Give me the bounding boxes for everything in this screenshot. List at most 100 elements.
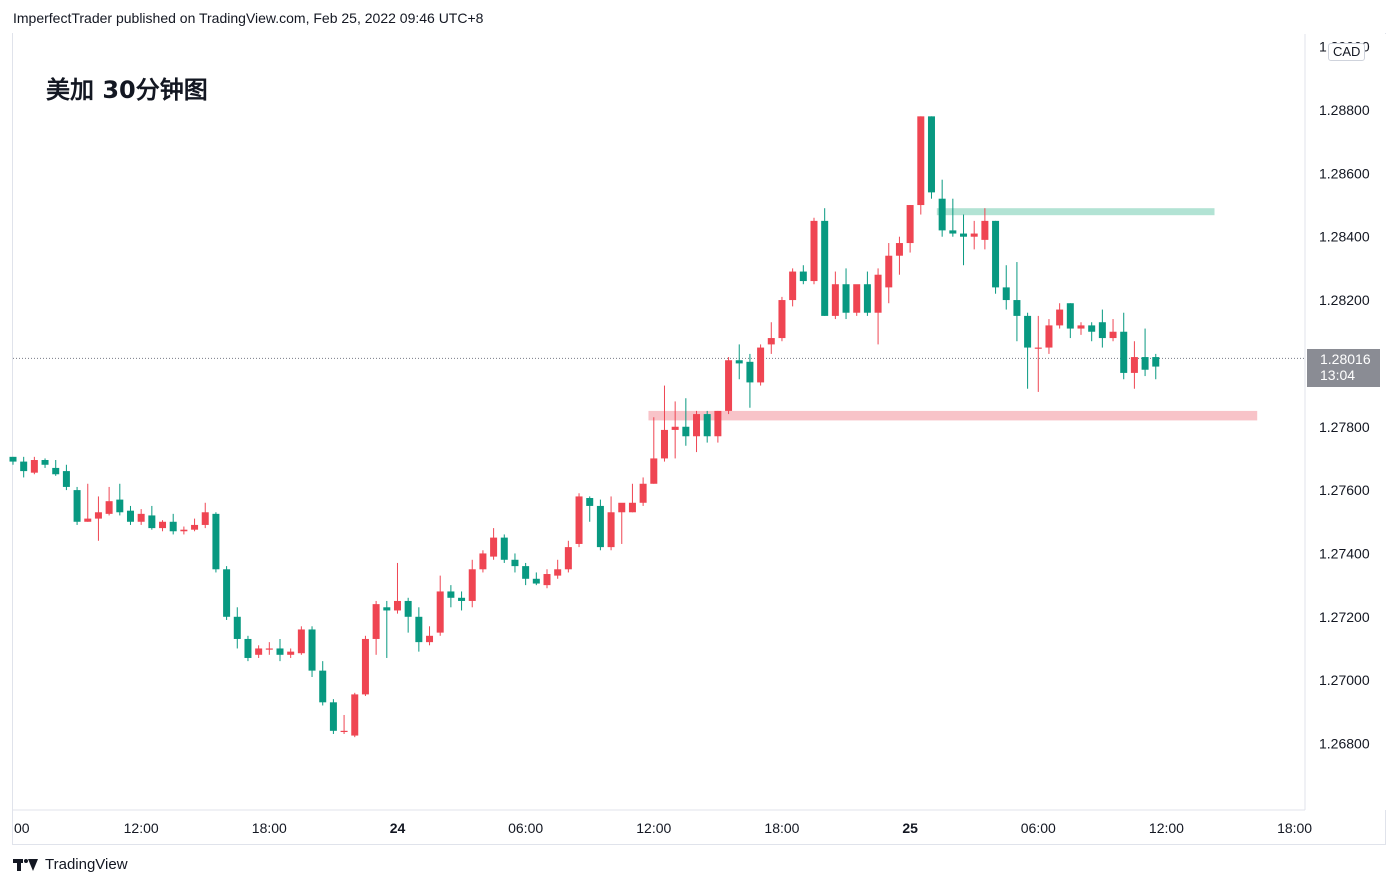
- candle[interactable]: [105, 486, 113, 516]
- candle[interactable]: [853, 284, 861, 316]
- candle[interactable]: [94, 496, 102, 541]
- candle[interactable]: [757, 344, 765, 386]
- candle[interactable]: [447, 585, 455, 608]
- plot-area[interactable]: [13, 34, 1305, 810]
- candle[interactable]: [191, 518, 199, 532]
- candle[interactable]: [960, 214, 968, 266]
- candle[interactable]: [404, 597, 412, 633]
- candle[interactable]: [511, 553, 519, 573]
- support-zone[interactable]: [648, 410, 1258, 421]
- candle[interactable]: [1034, 315, 1042, 392]
- currency-badge[interactable]: CAD: [1328, 43, 1366, 61]
- candle[interactable]: [126, 505, 134, 525]
- candle[interactable]: [1077, 322, 1085, 335]
- candle[interactable]: [500, 534, 508, 563]
- candle[interactable]: [607, 496, 615, 551]
- candle[interactable]: [265, 642, 273, 655]
- candle[interactable]: [361, 635, 369, 696]
- candle[interactable]: [1088, 322, 1096, 342]
- candle[interactable]: [308, 626, 316, 677]
- candle[interactable]: [148, 505, 156, 530]
- candle[interactable]: [639, 477, 647, 506]
- candle[interactable]: [618, 502, 626, 544]
- price-axis-bg[interactable]: [1305, 34, 1386, 810]
- candle[interactable]: [383, 600, 391, 658]
- candle[interactable]: [393, 562, 401, 614]
- candle[interactable]: [628, 483, 636, 513]
- candle[interactable]: [319, 661, 327, 706]
- candle[interactable]: [468, 559, 476, 608]
- candle[interactable]: [703, 410, 711, 443]
- candle[interactable]: [596, 499, 604, 551]
- candle[interactable]: [746, 353, 754, 408]
- candle[interactable]: [436, 575, 444, 636]
- candle[interactable]: [1002, 265, 1010, 310]
- candle[interactable]: [970, 220, 978, 250]
- candle[interactable]: [20, 456, 28, 478]
- candle[interactable]: [885, 243, 893, 304]
- candle[interactable]: [735, 344, 743, 380]
- candle[interactable]: [201, 502, 209, 529]
- candle[interactable]: [1056, 303, 1064, 329]
- candle[interactable]: [30, 456, 38, 475]
- candle[interactable]: [1130, 341, 1138, 389]
- candle[interactable]: [532, 572, 540, 586]
- candle[interactable]: [992, 220, 1000, 294]
- candle[interactable]: [479, 550, 487, 573]
- candle[interactable]: [906, 205, 914, 253]
- candle[interactable]: [287, 648, 295, 658]
- candle[interactable]: [223, 566, 231, 620]
- candle[interactable]: [575, 493, 583, 548]
- candle[interactable]: [180, 526, 188, 535]
- candle[interactable]: [415, 607, 423, 652]
- candle[interactable]: [1013, 262, 1021, 342]
- candle[interactable]: [842, 268, 850, 320]
- candle[interactable]: [821, 208, 829, 316]
- time-axis[interactable]: 00 12:00 18:00 24 06:00 12:00 18:00 25 06:00 12:0…: [13, 809, 1312, 836]
- candle[interactable]: [799, 265, 807, 285]
- candle[interactable]: [660, 385, 668, 462]
- candle[interactable]: [276, 638, 284, 662]
- candle[interactable]: [981, 208, 989, 250]
- resistance-zone[interactable]: [936, 208, 1215, 216]
- candle[interactable]: [831, 271, 839, 320]
- candle[interactable]: [458, 591, 466, 611]
- candle[interactable]: [949, 198, 957, 237]
- candle[interactable]: [938, 179, 946, 237]
- candle[interactable]: [917, 116, 925, 215]
- candle[interactable]: [1152, 353, 1160, 380]
- candle[interactable]: [84, 483, 92, 522]
- candle[interactable]: [255, 645, 263, 658]
- candle[interactable]: [725, 357, 733, 415]
- candle[interactable]: [895, 236, 903, 275]
- candle[interactable]: [927, 116, 935, 199]
- candle[interactable]: [810, 217, 818, 285]
- candle[interactable]: [212, 512, 220, 573]
- candle[interactable]: [1109, 319, 1117, 342]
- candle[interactable]: [789, 268, 797, 307]
- footer-brand[interactable]: TradingView: [13, 856, 128, 873]
- candle[interactable]: [522, 562, 530, 586]
- candle[interactable]: [490, 528, 498, 560]
- candle[interactable]: [73, 486, 81, 525]
- candle[interactable]: [1066, 303, 1074, 339]
- candle[interactable]: [41, 458, 49, 468]
- candle[interactable]: [9, 456, 17, 465]
- candle[interactable]: [159, 520, 167, 532]
- candle[interactable]: [137, 509, 145, 525]
- candle[interactable]: [554, 559, 562, 579]
- candle[interactable]: [244, 635, 252, 662]
- candles-layer[interactable]: [9, 116, 1160, 738]
- candle[interactable]: [564, 540, 572, 573]
- candle[interactable]: [543, 569, 551, 589]
- candle[interactable]: [1120, 312, 1128, 380]
- candle[interactable]: [62, 464, 70, 491]
- candle[interactable]: [874, 268, 882, 345]
- candle[interactable]: [169, 513, 177, 535]
- candle[interactable]: [52, 460, 60, 476]
- candle[interactable]: [372, 600, 380, 655]
- candle[interactable]: [682, 398, 690, 446]
- candle[interactable]: [1098, 309, 1106, 348]
- candle[interactable]: [586, 496, 594, 522]
